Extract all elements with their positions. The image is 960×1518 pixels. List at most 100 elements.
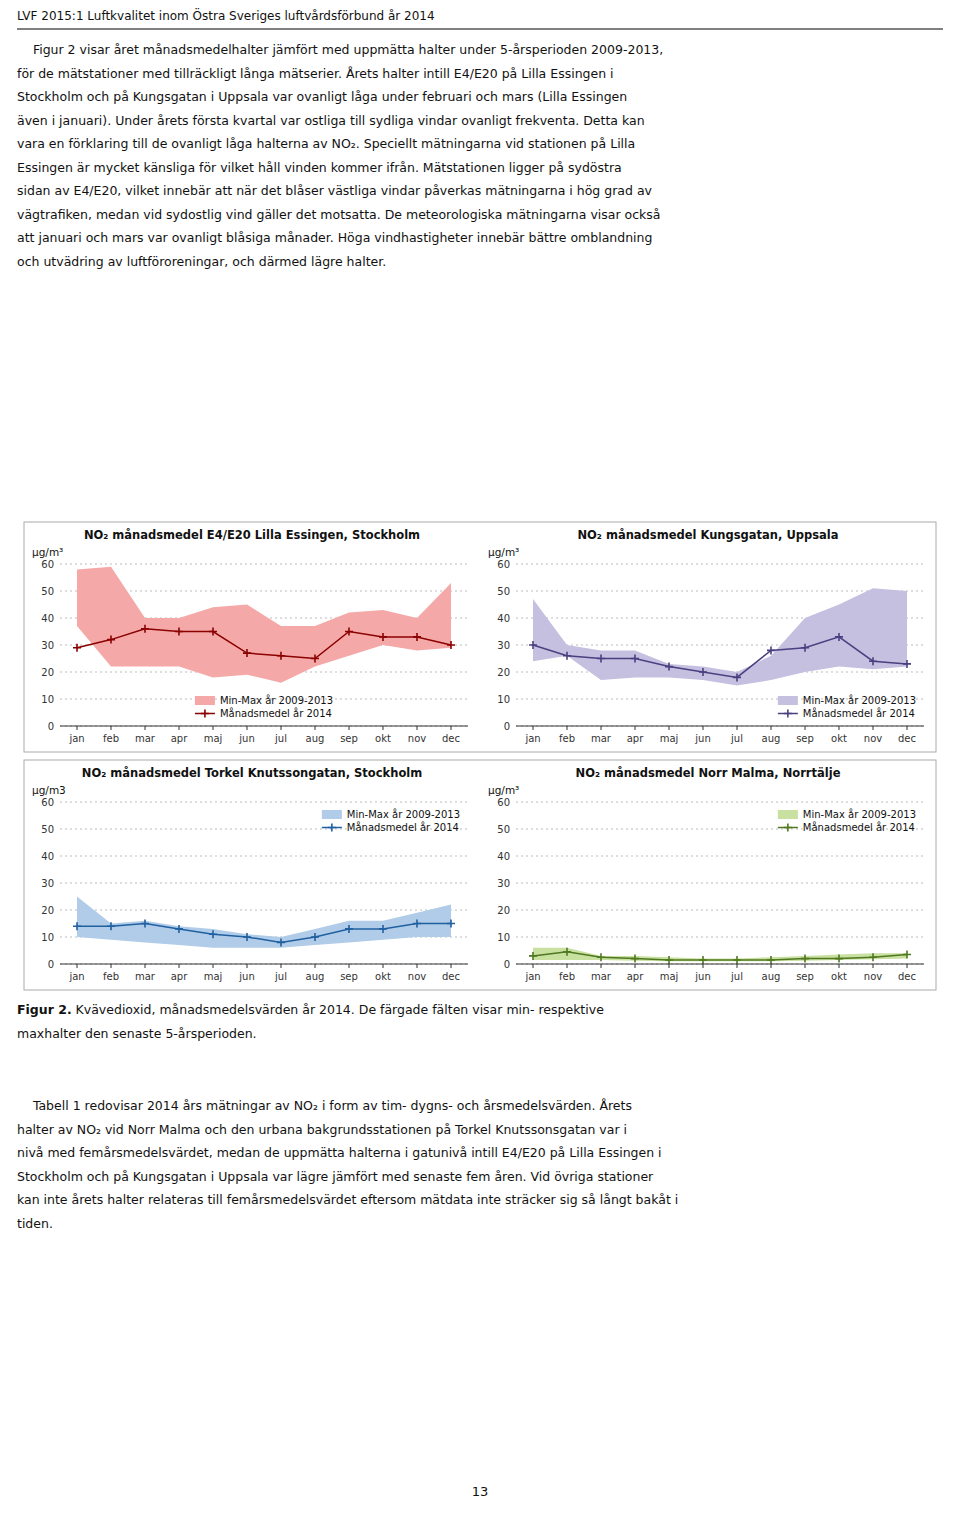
chart-title: NO₂ månadsmedel Norr Malma, Norrtälje <box>576 766 841 780</box>
marker <box>141 625 149 633</box>
intro-line: vägtrafiken, medan vid sydostlig vind gä… <box>17 207 660 222</box>
marker <box>141 920 149 928</box>
marker <box>733 956 741 964</box>
legend: Min-Max år 2009-2013Månadsmedel år 2014 <box>195 694 333 719</box>
y-tick-label: 30 <box>41 878 54 889</box>
marker <box>869 953 877 961</box>
x-tick-label: mar <box>591 971 612 982</box>
marker <box>699 956 707 964</box>
x-tick <box>247 726 248 730</box>
x-tick-label: feb <box>559 971 575 982</box>
x-tick <box>669 726 670 730</box>
x-tick-label: apr <box>627 733 644 744</box>
x-tick-label: dec <box>442 733 460 744</box>
x-tick <box>567 726 568 730</box>
line <box>533 952 907 960</box>
legend: Min-Max år 2009-2013Månadsmedel år 2014 <box>778 808 916 833</box>
chart: NO₂ månadsmedel Kungsgatan, Uppsalaμg/m³… <box>488 528 924 744</box>
grid-line <box>516 883 924 884</box>
marker <box>345 925 353 933</box>
marker <box>869 657 877 665</box>
x-tick <box>839 964 840 968</box>
caption-text: Kvävedioxid, månadsmedelsvärden år 2014.… <box>72 1002 605 1017</box>
x-tick <box>907 726 908 730</box>
marker <box>529 952 537 960</box>
y-tick-label: 10 <box>497 694 510 705</box>
marker <box>277 938 285 946</box>
x-tick-label: apr <box>171 733 188 744</box>
y-axis-label: μg/m³ <box>32 546 63 558</box>
grid-line <box>516 802 924 803</box>
x-tick-label: okt <box>375 971 391 982</box>
x-tick-label: nov <box>864 971 882 982</box>
intro-line: Essingen är mycket känsliga för vilket h… <box>17 160 622 175</box>
marker <box>665 956 673 964</box>
grid-line <box>60 564 468 565</box>
x-tick <box>873 964 874 968</box>
x-tick-label: sep <box>340 971 358 982</box>
x-axis-line <box>60 726 468 727</box>
x-tick-label: dec <box>898 971 916 982</box>
x-tick-label: sep <box>796 733 814 744</box>
marker <box>209 628 217 636</box>
legend: Min-Max år 2009-2013Månadsmedel år 2014 <box>778 694 916 719</box>
x-tick <box>281 726 282 730</box>
plot-area <box>529 948 911 964</box>
legend-label: Min-Max år 2009-2013 <box>347 808 460 820</box>
legend-swatch <box>778 810 798 819</box>
grid-line <box>516 910 924 911</box>
x-tick-label: sep <box>340 733 358 744</box>
y-tick-label: 60 <box>41 559 54 570</box>
y-axis-label: μg/m3 <box>32 784 66 796</box>
legend-label: Månadsmedel år 2014 <box>803 821 915 833</box>
legend-swatch <box>322 810 342 819</box>
plot-area <box>73 567 455 683</box>
marker <box>311 933 319 941</box>
x-tick <box>771 726 772 730</box>
y-tick-label: 40 <box>497 851 510 862</box>
x-tick <box>907 964 908 968</box>
legend-label: Min-Max år 2009-2013 <box>220 694 333 706</box>
intro-line: sidan av E4/E20, vilket innebär att när … <box>17 183 653 198</box>
line <box>77 629 451 659</box>
x-tick <box>145 964 146 968</box>
marker <box>379 633 387 641</box>
x-tick <box>417 964 418 968</box>
x-tick <box>383 964 384 968</box>
header-rule <box>17 29 943 30</box>
grid-line <box>60 910 468 911</box>
marker <box>175 628 183 636</box>
figure-caption: Figur 2. Kvävedioxid, månadsmedelsvärden… <box>17 1002 604 1017</box>
band-area <box>77 567 451 683</box>
legend-marker <box>201 710 209 718</box>
x-tick-label: jun <box>238 971 254 982</box>
x-tick-label: aug <box>306 733 325 744</box>
marker <box>107 636 115 644</box>
x-tick-label: maj <box>204 971 223 982</box>
y-tick-label: 50 <box>41 824 54 835</box>
grid-line <box>516 856 924 857</box>
x-tick-label: apr <box>627 971 644 982</box>
intro-line: att januari och mars var ovanligt blåsig… <box>17 230 652 245</box>
marker <box>73 644 81 652</box>
grid-line <box>516 937 924 938</box>
line <box>77 924 451 943</box>
x-tick <box>805 964 806 968</box>
x-tick <box>247 964 248 968</box>
y-tick-label: 40 <box>497 613 510 624</box>
row-frame <box>24 522 936 752</box>
x-tick <box>533 964 534 968</box>
x-tick <box>737 964 738 968</box>
x-tick-label: mar <box>135 733 156 744</box>
marker <box>733 673 741 681</box>
marker <box>903 951 911 959</box>
chart: NO₂ månadsmedel E4/E20 Lilla Essingen, S… <box>32 528 468 744</box>
intro-line: vara en förklaring till de ovanligt låga… <box>17 136 635 151</box>
x-tick-label: nov <box>408 971 426 982</box>
x-tick-label: maj <box>660 733 679 744</box>
y-tick-label: 30 <box>497 640 510 651</box>
y-tick-label: 20 <box>41 905 54 916</box>
marker <box>563 948 571 956</box>
marker <box>311 655 319 663</box>
x-tick <box>601 964 602 968</box>
